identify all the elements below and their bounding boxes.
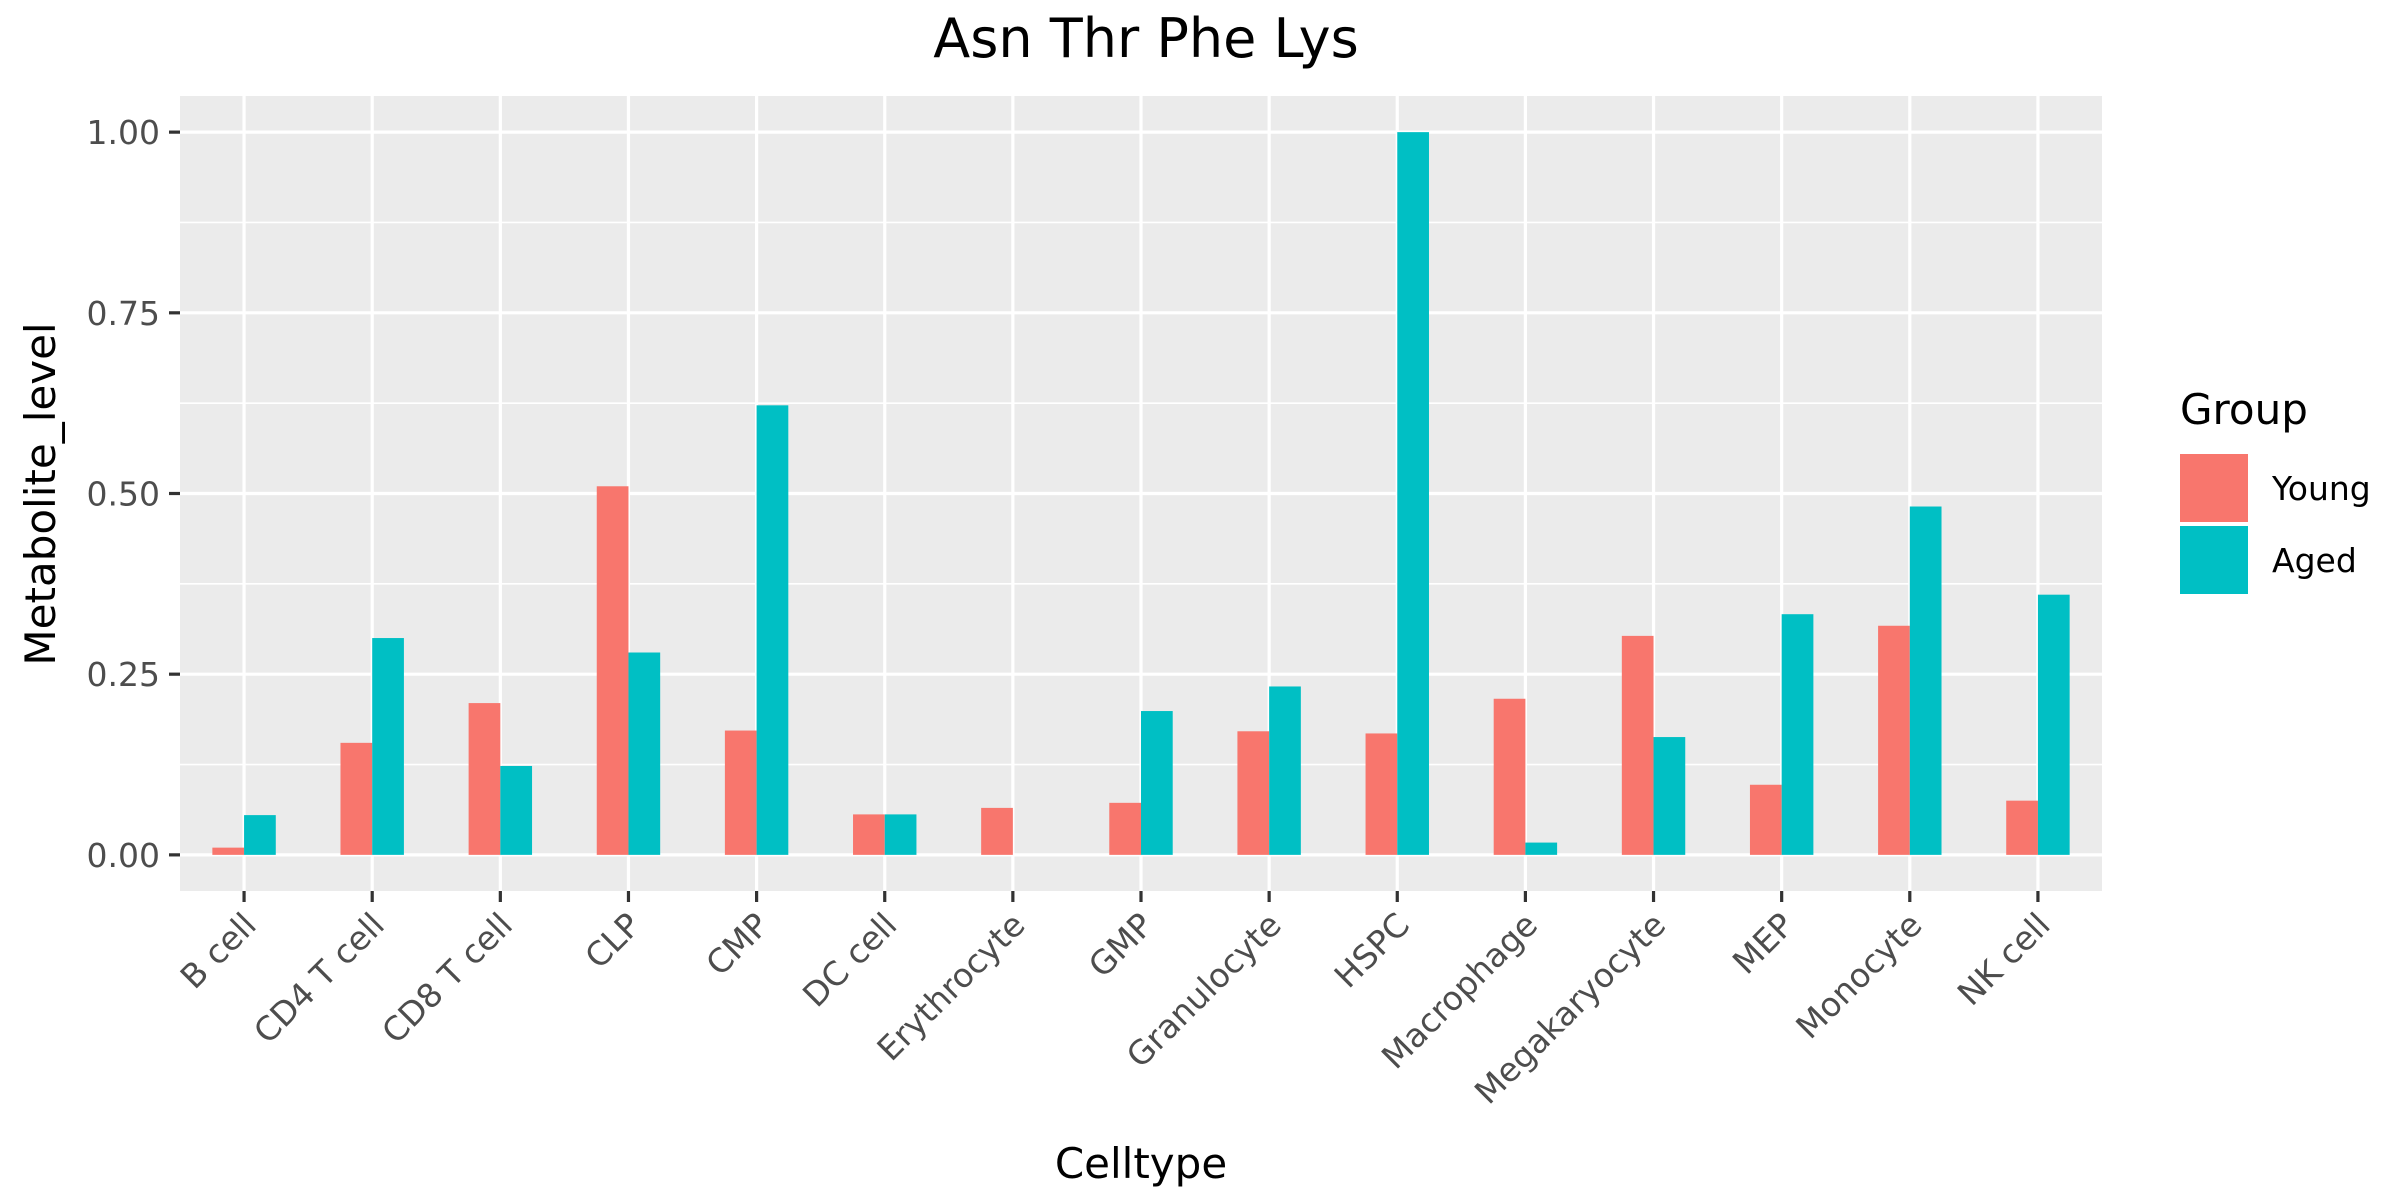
bar-aged-nk-cell: [2037, 594, 2070, 855]
y-axis: 0.00 0.25 0.50 0.75 1.00: [87, 113, 180, 875]
bar-aged-gmp: [1141, 711, 1173, 855]
bar-young-megakaryocyte: [1621, 635, 1654, 855]
legend-title: Group: [2180, 385, 2308, 434]
bar-aged-dc-cell: [884, 814, 917, 855]
legend-keys: Young Aged: [2180, 454, 2371, 594]
x-tick-label: Monocyte: [1788, 905, 1929, 1046]
bar-aged-macrophage: [1525, 842, 1558, 855]
x-tick-label: HSPC: [1327, 905, 1417, 995]
bar-young-hspc: [1365, 733, 1398, 855]
x-tick-label: CLP: [577, 905, 648, 976]
bar-young-b-cell: [212, 847, 245, 855]
x-tick-label: GMP: [1081, 905, 1161, 985]
legend: Group Young Aged: [2180, 385, 2371, 594]
legend-label-young: Young: [2271, 469, 2371, 508]
bar-aged-cmp: [756, 405, 789, 855]
chart-title: Asn Thr Phe Lys: [933, 7, 1358, 70]
y-tick-label: 1.00: [87, 113, 160, 152]
x-tick-label: DC cell: [795, 905, 904, 1014]
bar-aged-mep: [1781, 614, 1814, 855]
bar-aged-monocyte: [1909, 506, 1942, 855]
legend-key-young: [2180, 454, 2248, 522]
x-axis-label: Celltype: [1055, 1139, 1227, 1188]
bar-young-monocyte: [1878, 625, 1910, 855]
bar-young-macrophage: [1493, 698, 1526, 855]
bar-young-erythrocyte: [981, 807, 1013, 855]
x-tick-label: NK cell: [1950, 905, 2058, 1013]
y-tick-label: 0.50: [87, 475, 160, 514]
bar-young-granulocyte: [1237, 731, 1270, 855]
y-tick-label: 0.75: [87, 294, 160, 333]
bar-aged-megakaryocyte: [1653, 737, 1686, 855]
x-tick-label: MEP: [1725, 905, 1802, 982]
bar-aged-cd8-t-cell: [500, 765, 533, 855]
bar-young-clp: [596, 486, 629, 855]
x-tick-label: B cell: [173, 905, 264, 996]
bar-aged-cd4-t-cell: [372, 638, 404, 855]
x-tick-label: CD8 T cell: [374, 905, 520, 1051]
bars: [212, 132, 2070, 855]
bar-young-mep: [1749, 784, 1782, 855]
bar-aged-hspc: [1397, 132, 1429, 855]
bar-young-gmp: [1109, 802, 1141, 855]
x-tick-label: CD4 T cell: [246, 905, 392, 1051]
bar-aged-granulocyte: [1269, 686, 1301, 855]
bar-aged-clp: [628, 652, 661, 855]
bar-young-cd8-t-cell: [468, 703, 501, 855]
y-tick-label: 0.25: [87, 655, 160, 694]
bar-young-dc-cell: [853, 814, 885, 855]
legend-label-aged: Aged: [2272, 541, 2357, 580]
bar-young-cd4-t-cell: [340, 742, 373, 855]
y-tick-label: 0.00: [87, 836, 160, 875]
bar-young-nk-cell: [2006, 800, 2038, 855]
x-tick-label: CMP: [698, 905, 776, 983]
bar-aged-b-cell: [244, 815, 276, 855]
legend-key-aged: [2180, 526, 2248, 594]
bar-young-cmp: [724, 730, 757, 855]
y-axis-label: Metabolite_level: [16, 322, 65, 665]
